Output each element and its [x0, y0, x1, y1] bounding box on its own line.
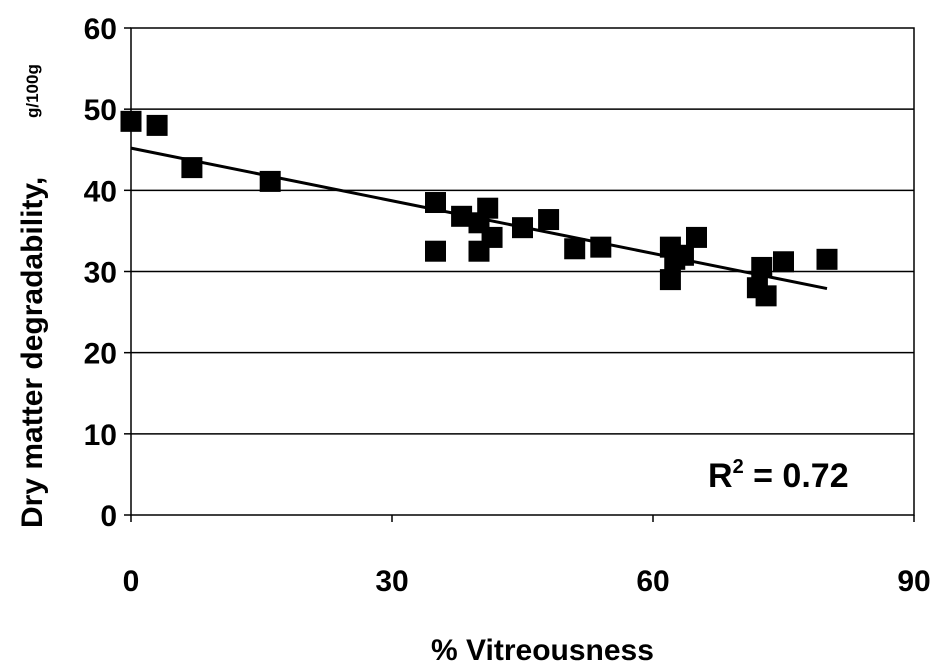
data-point	[672, 244, 694, 266]
r-squared-superscript: 2	[733, 456, 744, 478]
data-point	[481, 226, 503, 248]
data-point	[477, 197, 499, 219]
axis-ticks	[124, 27, 915, 522]
data-point	[120, 110, 142, 132]
data-point	[751, 256, 773, 278]
grid-lines	[131, 108, 914, 435]
data-point	[773, 251, 794, 273]
data-point	[451, 205, 473, 227]
data-point	[425, 240, 446, 262]
data-point	[686, 226, 707, 248]
data-point	[816, 248, 838, 270]
y-tick-label: 40	[84, 175, 117, 208]
y-axis-title-group: Dry matter degradability, g/100g	[16, 64, 49, 528]
y-tick-label: 0	[100, 500, 117, 533]
y-axis-unit: g/100g	[23, 64, 42, 118]
x-tick-label: 60	[636, 565, 669, 598]
data-point	[564, 238, 586, 260]
data-point	[146, 114, 168, 136]
tick-labels: 0 10 20 30 40 50 60 0 30 60 90	[84, 13, 931, 598]
r-squared-base: R	[708, 457, 733, 495]
data-point	[512, 217, 533, 239]
data-point	[425, 192, 446, 214]
y-tick-label: 30	[84, 257, 117, 290]
x-axis-title: % Vitreousness	[431, 634, 654, 667]
data-point	[590, 236, 612, 258]
y-tick-label: 50	[84, 94, 117, 127]
x-tick-label: 30	[375, 565, 408, 598]
y-tick-label: 60	[84, 13, 117, 46]
x-tick-label: 0	[123, 565, 140, 598]
data-point	[538, 209, 560, 231]
data-point	[755, 285, 777, 307]
data-point	[181, 157, 203, 179]
data-point	[259, 170, 281, 192]
r-squared-annotation: R2 = 0.72	[708, 456, 849, 495]
x-tick-label: 90	[897, 565, 930, 598]
y-axis-title: Dry matter degradability,	[16, 177, 49, 528]
data-points	[120, 110, 838, 307]
data-point	[659, 269, 681, 291]
y-tick-label: 10	[84, 419, 117, 452]
r-squared-value: = 0.72	[744, 457, 849, 495]
y-tick-label: 20	[84, 338, 117, 371]
